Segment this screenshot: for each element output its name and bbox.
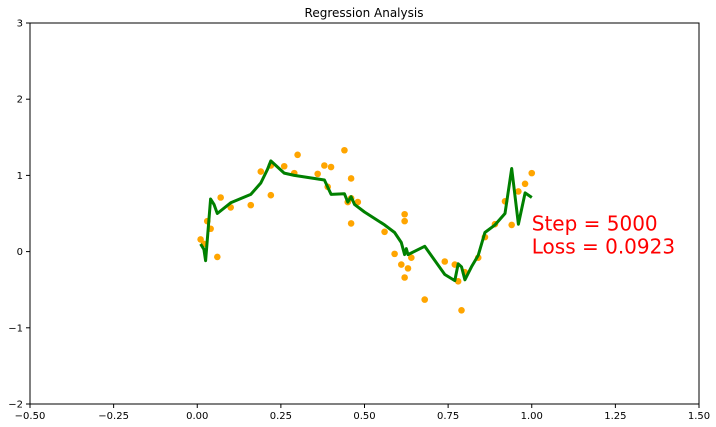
scatter-point <box>268 192 275 199</box>
scatter-point <box>522 180 529 187</box>
scatter-point <box>398 261 405 268</box>
scatter-point <box>341 147 348 154</box>
scatter-point <box>458 307 465 314</box>
loss-label: Loss = 0.0923 <box>532 235 675 259</box>
chart-title: Regression Analysis <box>305 6 424 20</box>
regression-line <box>201 161 532 281</box>
x-tick-label: 0.00 <box>186 411 208 422</box>
y-tick-label: 3 <box>17 19 23 30</box>
scatter-point <box>381 228 388 235</box>
y-tick-label: 1 <box>17 171 23 182</box>
y-tick-label: 2 <box>17 95 23 106</box>
x-tick-label: 0.50 <box>353 411 375 422</box>
scatter-point <box>508 222 515 229</box>
x-tick-label: −0.25 <box>98 411 129 422</box>
scatter-point <box>328 164 335 171</box>
x-tick-label: 1.50 <box>688 411 710 422</box>
scatter-point <box>405 265 412 272</box>
scatter-point <box>401 274 408 281</box>
scatter-point <box>217 194 224 201</box>
y-tick-label: −2 <box>8 400 23 411</box>
scatter-point <box>401 211 408 218</box>
y-tick-label: −1 <box>8 323 23 334</box>
scatter-point <box>441 258 448 265</box>
x-tick-label: −0.50 <box>15 411 46 422</box>
scatter-point <box>214 254 221 261</box>
scatter-point <box>401 218 408 225</box>
scatter-point <box>247 202 254 209</box>
scatter-point <box>348 175 355 182</box>
scatter-point <box>321 162 328 169</box>
x-tick-label: 1.25 <box>604 411 626 422</box>
plot-area <box>197 147 535 314</box>
scatter-point <box>258 168 265 175</box>
x-tick-label: 1.00 <box>521 411 543 422</box>
scatter-point <box>348 220 355 227</box>
step-label: Step = 5000 <box>532 212 658 236</box>
scatter-point <box>281 163 288 170</box>
scatter-point <box>294 152 301 159</box>
y-tick-label: 0 <box>17 247 23 258</box>
scatter-point <box>421 296 428 303</box>
scatter-point <box>314 171 321 178</box>
scatter-point <box>391 251 398 258</box>
scatter-point <box>528 170 535 177</box>
x-tick-label: 0.75 <box>437 411 459 422</box>
x-tick-label: 0.25 <box>270 411 292 422</box>
